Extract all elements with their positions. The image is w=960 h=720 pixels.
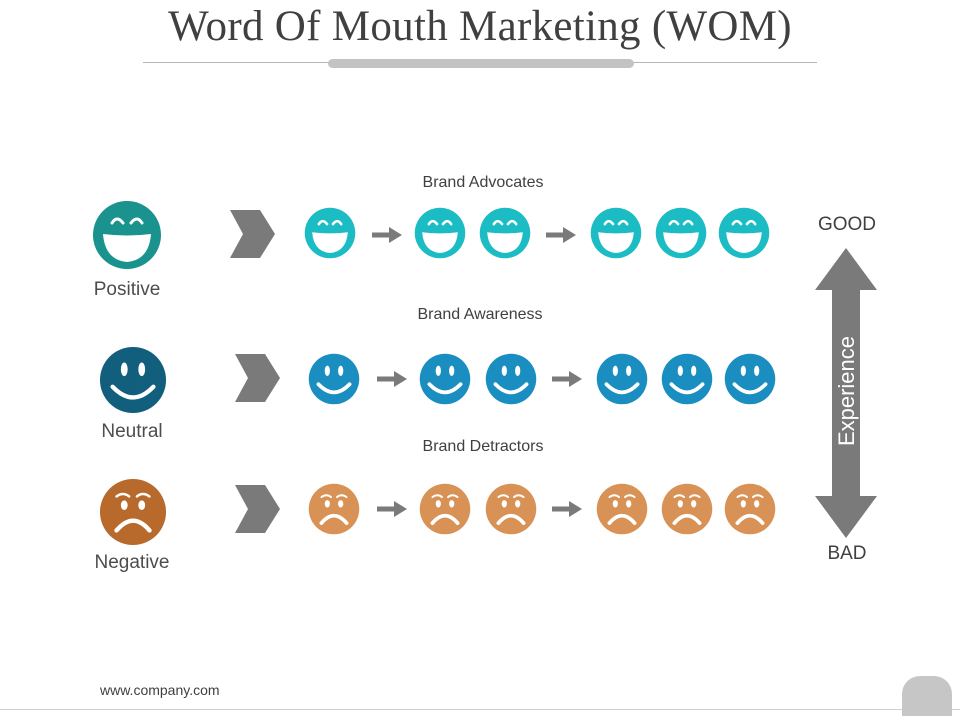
positive-face-icon (93, 201, 161, 269)
sad-face-icon (596, 483, 648, 535)
sad-face-icon (724, 483, 776, 535)
happy-face-icon (590, 207, 642, 259)
smiley-face-icon (308, 353, 360, 405)
arrow-right-icon (552, 371, 582, 387)
happy-face-icon (655, 207, 707, 259)
chevron-right-icon (235, 354, 280, 402)
heading-brand-detractors: Brand Detractors (422, 438, 544, 455)
page-title: Word Of Mouth Marketing (WOM) (168, 3, 792, 50)
double-arrow-icon (815, 248, 877, 538)
sad-face-icon (419, 483, 471, 535)
footer-divider (0, 709, 960, 710)
sad-face-icon (308, 483, 360, 535)
heading-brand-advocates: Brand Advocates (422, 174, 544, 191)
scale-top-label: GOOD (817, 214, 877, 235)
smiley-face-icon (661, 353, 713, 405)
row-label-negative: Negative (94, 552, 170, 573)
arrow-right-icon (372, 227, 402, 243)
smiley-face-icon (596, 353, 648, 405)
footer-url: www.company.com (100, 682, 220, 698)
happy-face-icon (414, 207, 466, 259)
arrow-right-icon (377, 371, 407, 387)
arrow-right-icon (377, 501, 407, 517)
smiley-face-icon (485, 353, 537, 405)
chevron-right-icon (230, 210, 275, 258)
row-label-neutral: Neutral (101, 421, 163, 442)
title-accent-bar (328, 59, 634, 68)
arrow-right-icon (552, 501, 582, 517)
neutral-face-icon (99, 346, 167, 414)
sad-face-icon (661, 483, 713, 535)
scale-bottom-label: BAD (827, 543, 867, 564)
chevron-right-icon (235, 485, 280, 533)
happy-face-icon (304, 207, 356, 259)
smiley-face-icon (419, 353, 471, 405)
scale-axis-label: Experience (834, 335, 859, 447)
happy-face-icon (479, 207, 531, 259)
sad-face-icon (485, 483, 537, 535)
negative-face-icon (99, 478, 167, 546)
corner-tab (902, 676, 952, 716)
row-label-positive: Positive (93, 279, 161, 300)
smiley-face-icon (724, 353, 776, 405)
arrow-right-icon (546, 227, 576, 243)
heading-brand-awareness: Brand Awareness (417, 306, 543, 323)
happy-face-icon (718, 207, 770, 259)
